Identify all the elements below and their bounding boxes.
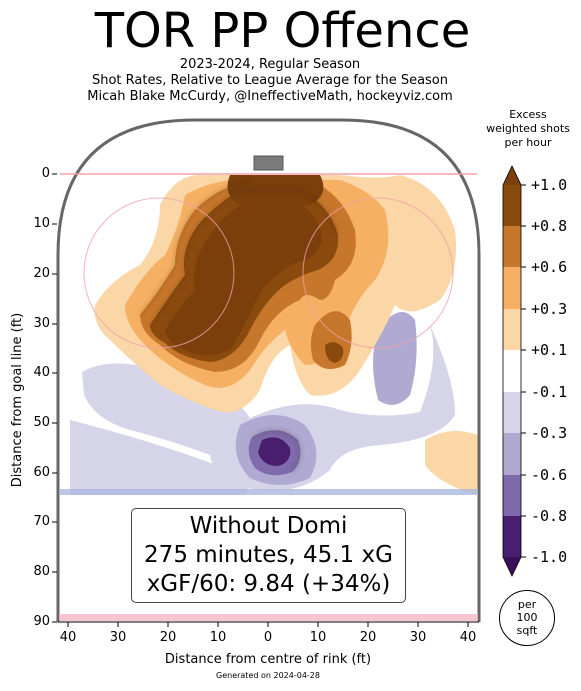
colorbar-band-9 — [503, 516, 521, 557]
contour-pos-08-dot — [325, 342, 344, 363]
chart-subtitle-metric: Shot Rates, Relative to League Average f… — [91, 73, 449, 88]
colorbar-title-line-1: Excess — [509, 108, 547, 121]
y-axis-ticks — [52, 173, 57, 623]
faceoff-circle-left — [83, 197, 235, 349]
heatmap-contours — [70, 175, 478, 495]
x-tick-label: 10 — [309, 630, 327, 645]
faceoff-circle-right — [302, 197, 454, 349]
generated-date: Generated on 2024-04-28 — [216, 671, 320, 680]
y-tick-label: 20 — [33, 266, 50, 281]
x-tick-label: 40 — [59, 630, 77, 645]
contour-neg-03-right — [373, 312, 417, 405]
colorbar — [502, 165, 526, 577]
colorbar-tick-label: +0.6 — [531, 258, 568, 276]
blue-line — [59, 489, 478, 495]
chart-subtitle-season: 2023-2024, Regular Season — [179, 57, 361, 72]
y-tick-label: 0 — [41, 166, 50, 181]
colorbar-tick-label: +0.3 — [531, 300, 568, 318]
x-tick-label: 20 — [359, 630, 377, 645]
centre-line — [59, 614, 478, 621]
info-box-toi-xg: 275 minutes, 45.1 xG — [144, 542, 393, 568]
info-box-xgf60: xGF/60: 9.84 (+34%) — [146, 571, 391, 597]
colorbar-tick-label: +1.0 — [531, 176, 568, 194]
colorbar-band-6 — [503, 392, 521, 433]
x-tick-label: 30 — [109, 630, 127, 645]
y-tick-label: 10 — [33, 216, 50, 231]
contour-neg-01-bl — [70, 420, 248, 495]
contour-pos-10-top — [227, 175, 324, 208]
colorbar-band-1 — [503, 185, 521, 226]
colorbar-band-5 — [503, 350, 521, 392]
y-tick-label: 80 — [33, 564, 50, 579]
colorbar-title-line-2: weighted shots — [486, 122, 570, 135]
colorbar-tick-label: -1.0 — [531, 548, 568, 566]
info-box-player: Without Domi — [189, 513, 348, 539]
goal-net — [253, 155, 284, 171]
x-tick-label: 10 — [209, 630, 227, 645]
colorbar-band-8 — [503, 475, 521, 516]
x-axis-label: Distance from centre of rink (ft) — [164, 652, 372, 667]
y-axis-label: Distance from goal line (ft) — [10, 312, 25, 488]
colorbar-title-line-3: per hour — [504, 136, 552, 149]
colorbar-tick-label: -0.8 — [531, 507, 568, 525]
y-tick-label: 70 — [33, 514, 50, 529]
colorbar-arrow-bottom — [503, 557, 521, 576]
x-tick-label: 0 — [263, 630, 273, 645]
colorbar-tick-label: +0.1 — [531, 341, 568, 359]
y-tick-label: 50 — [33, 415, 50, 430]
info-box: Without Domi 275 minutes, 45.1 xG xGF/60… — [131, 508, 406, 603]
y-tick-label: 90 — [33, 614, 50, 629]
rink-boards — [56, 118, 481, 622]
colorbar-band-7 — [503, 433, 521, 475]
x-axis-ticks — [67, 622, 469, 627]
colorbar-tick-label: -0.6 — [531, 466, 568, 484]
colorbar-band-3 — [503, 267, 521, 309]
chart-title: TOR PP Offence — [94, 3, 471, 59]
contour-pos-01-bottomright — [425, 431, 478, 495]
x-tick-label: 40 — [459, 630, 477, 645]
colorbar-tick-label: -0.1 — [531, 383, 568, 401]
unit-badge: per 100 sqft — [499, 590, 555, 646]
x-tick-label: 30 — [409, 630, 427, 645]
colorbar-band-4 — [503, 309, 521, 350]
chart-subtitle-author: Micah Blake McCurdy, @IneffectiveMath, h… — [87, 89, 453, 104]
contour-pos-10 — [165, 200, 322, 356]
unit-badge-line-1: per — [517, 598, 537, 611]
y-tick-label: 40 — [33, 365, 50, 380]
colorbar-arrow-top — [503, 166, 521, 185]
colorbar-band-2 — [503, 226, 521, 267]
unit-badge-line-3: sqft — [516, 624, 538, 637]
x-tick-label: 20 — [159, 630, 177, 645]
y-tick-label: 60 — [33, 465, 50, 480]
colorbar-tick-label: -0.3 — [531, 424, 568, 442]
contour-neg-08 — [258, 437, 291, 466]
rink-markings — [56, 118, 481, 623]
unit-badge-line-2: 100 — [516, 611, 538, 624]
y-tick-label: 30 — [33, 316, 50, 331]
colorbar-tick-label: +0.8 — [531, 217, 568, 235]
